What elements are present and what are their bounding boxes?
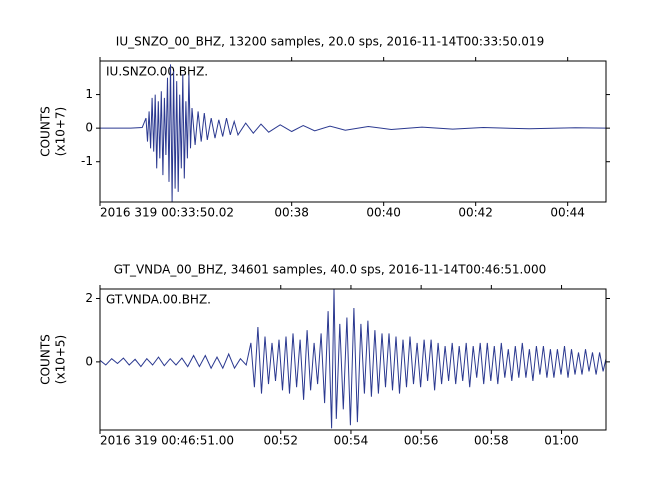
y-tick-label: -1 [81,154,93,168]
y-axis-label: COUNTS [39,334,53,385]
chart-title: GT_VNDA_00_BHZ, 34601 samples, 40.0 sps,… [114,263,546,277]
waveform [100,64,606,202]
y-tick-label: 2 [85,291,93,305]
waveform [100,289,606,429]
y-tick-label: 0 [85,121,93,135]
x-tick-label: 00:38 [274,206,309,220]
y-axis-unit: (x10+5) [54,335,68,384]
trace-label: IU.SNZO.00.BHZ. [106,65,208,79]
y-axis-unit: (x10+7) [54,107,68,156]
trace-label: GT.VNDA.00.BHZ. [106,293,211,307]
y-tick-label: 1 [85,87,93,101]
x-tick-label: 00:52 [263,434,298,448]
plot-frame [99,60,607,203]
x-tick-label: 00:42 [458,206,493,220]
y-axis-label: COUNTS [39,106,53,157]
x-tick-label: 01:00 [544,434,579,448]
x-tick-label: 00:40 [366,206,401,220]
plot-frame [99,288,607,431]
x-tick-label: 00:56 [404,434,439,448]
chart-title: IU_SNZO_00_BHZ, 13200 samples, 20.0 sps,… [116,35,544,49]
x-tick-label: 00:44 [550,206,585,220]
x-tick-label: 2016 319 00:33:50.02 [100,206,234,220]
y-tick-label: 0 [85,354,93,368]
x-tick-label: 2016 319 00:46:51.00 [100,434,234,448]
x-tick-label: 00:58 [474,434,509,448]
x-tick-label: 00:54 [334,434,369,448]
